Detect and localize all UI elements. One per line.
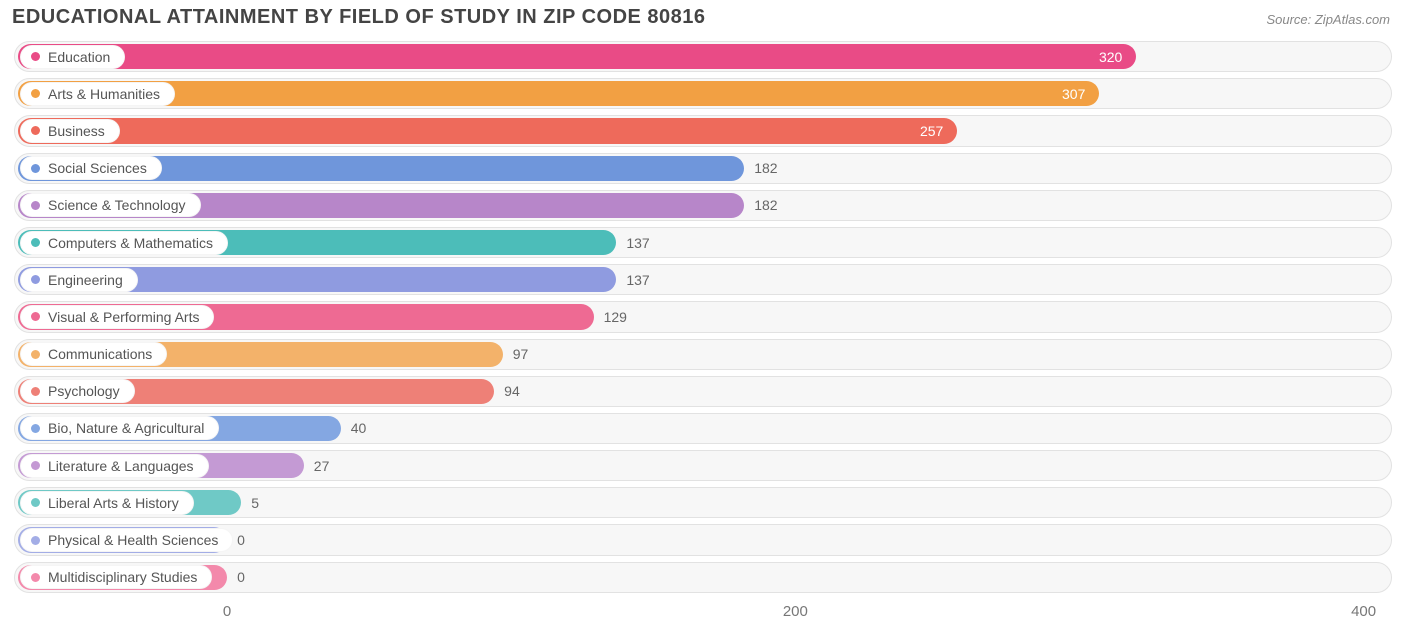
bar-row: Liberal Arts & History 5 — [14, 484, 1392, 521]
bar-label-pill: Literature & Languages — [20, 454, 209, 478]
bar-value: 182 — [754, 160, 777, 176]
bar-label-pill: Communications — [20, 342, 167, 366]
color-dot — [31, 350, 40, 359]
bar-value: 0 — [237, 569, 245, 585]
bar-label-pill: Visual & Performing Arts — [20, 305, 214, 329]
x-tick: 0 — [223, 603, 231, 620]
color-dot — [31, 275, 40, 284]
color-dot — [31, 424, 40, 433]
bar-label-pill: Psychology — [20, 379, 135, 403]
bar-row: Physical & Health Sciences 0 — [14, 521, 1392, 558]
bar-row: Visual & Performing Arts 129 — [14, 298, 1392, 335]
bar-fill — [18, 118, 957, 143]
bar-fill — [18, 44, 1136, 69]
bar-label: Communications — [48, 346, 152, 362]
bar-label: Psychology — [48, 383, 120, 399]
bar-value: 137 — [626, 272, 649, 288]
bar-label: Science & Technology — [48, 197, 186, 213]
bar-label: Education — [48, 49, 110, 65]
bar-label-pill: Education — [20, 45, 125, 69]
bar-label: Engineering — [48, 272, 123, 288]
color-dot — [31, 312, 40, 321]
chart-title: EDUCATIONAL ATTAINMENT BY FIELD OF STUDY… — [12, 6, 706, 29]
x-tick: 200 — [783, 603, 808, 620]
bar-label: Business — [48, 123, 105, 139]
bar-label: Arts & Humanities — [48, 86, 160, 102]
bar-value: 97 — [513, 346, 529, 362]
bar-fill — [18, 81, 1099, 106]
bar-row: Literature & Languages 27 — [14, 447, 1392, 484]
bar-value: 40 — [351, 420, 367, 436]
color-dot — [31, 498, 40, 507]
bar-label-pill: Social Sciences — [20, 156, 162, 180]
bar-row: Bio, Nature & Agricultural 40 — [14, 410, 1392, 447]
bar-value: 94 — [504, 383, 520, 399]
bar-value: 182 — [754, 197, 777, 213]
bar-value: 320 — [1099, 49, 1122, 65]
bar-label-pill: Science & Technology — [20, 193, 201, 217]
bar-value: 307 — [1062, 86, 1085, 102]
bar-label-pill: Bio, Nature & Agricultural — [20, 416, 219, 440]
bar-label: Liberal Arts & History — [48, 495, 179, 511]
bar-row: Social Sciences 182 — [14, 150, 1392, 187]
color-dot — [31, 164, 40, 173]
source-label: Source: ZipAtlas.com — [1266, 12, 1390, 27]
bar-row: Education 320 — [14, 38, 1392, 75]
bar-row: Multidisciplinary Studies 0 — [14, 559, 1392, 596]
bar-value: 0 — [237, 532, 245, 548]
bar-row: Computers & Mathematics 137 — [14, 224, 1392, 261]
bar-value: 27 — [314, 458, 330, 474]
bar-row: Communications 97 — [14, 336, 1392, 373]
color-dot — [31, 238, 40, 247]
bar-value: 129 — [604, 309, 627, 325]
bar-label-pill: Liberal Arts & History — [20, 491, 194, 515]
bar-value: 5 — [251, 495, 259, 511]
bar-value: 257 — [920, 123, 943, 139]
color-dot — [31, 201, 40, 210]
bar-row: Engineering 137 — [14, 261, 1392, 298]
bar-value: 137 — [626, 235, 649, 251]
x-axis: 0 200 400 — [14, 603, 1392, 623]
bar-label: Multidisciplinary Studies — [48, 569, 197, 585]
bar-label: Literature & Languages — [48, 458, 194, 474]
chart-area: Education 320 Arts & Humanities 307 Business… — [14, 38, 1392, 599]
color-dot — [31, 573, 40, 582]
bar-label: Visual & Performing Arts — [48, 309, 199, 325]
bar-label: Computers & Mathematics — [48, 235, 213, 251]
color-dot — [31, 126, 40, 135]
color-dot — [31, 52, 40, 61]
bar-label-pill: Arts & Humanities — [20, 82, 175, 106]
bar-label-pill: Business — [20, 119, 120, 143]
color-dot — [31, 89, 40, 98]
bar-label-pill: Computers & Mathematics — [20, 231, 228, 255]
bar-label: Bio, Nature & Agricultural — [48, 420, 204, 436]
bar-label: Physical & Health Sciences — [48, 532, 218, 548]
bar-label-pill: Physical & Health Sciences — [20, 528, 233, 552]
x-tick: 400 — [1351, 603, 1376, 620]
bar-label: Social Sciences — [48, 160, 147, 176]
color-dot — [31, 536, 40, 545]
bar-row: Business 257 — [14, 112, 1392, 149]
color-dot — [31, 461, 40, 470]
color-dot — [31, 387, 40, 396]
bar-row: Arts & Humanities 307 — [14, 75, 1392, 112]
bar-label-pill: Multidisciplinary Studies — [20, 565, 212, 589]
bar-row: Science & Technology 182 — [14, 187, 1392, 224]
bar-row: Psychology 94 — [14, 373, 1392, 410]
bar-label-pill: Engineering — [20, 268, 138, 292]
